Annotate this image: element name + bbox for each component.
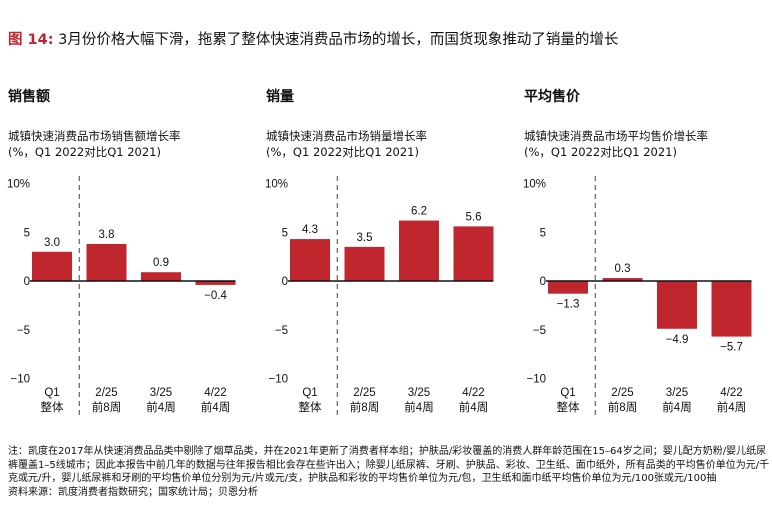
data-label: 0.3 [615,263,631,275]
data-label: −1.3 [557,299,580,311]
bar [32,251,72,281]
charts-svg: 10%50−5−103.0Q1整体3.82/25前8周0.93/25前4周−0.… [7,176,752,415]
panel-title-volume: 销量 [266,89,294,105]
panel-subtitle-price: 城镇快速消费品市场平均售价增长率 (%，Q1 2022对比Q1 2021) [524,128,708,160]
x-tick-label: 前4周 [717,400,746,414]
data-label: 5.6 [466,211,482,223]
data-label: 3.5 [357,232,373,244]
note-text: 注：凯度在2017年从快速消费品品类中剔除了烟草品类，并在2021年更新了消费者… [8,446,770,484]
x-tick-label: 前8周 [350,400,379,414]
y-tick-label: 0 [24,276,30,288]
data-label: 6.2 [411,206,427,218]
footnotes: 注：凯度在2017年从快速消费品品类中剔除了烟草品类，并在2021年更新了消费者… [8,445,770,499]
bar [548,281,588,294]
x-tick-label: 2/25 [95,387,117,399]
bar [195,281,236,285]
subtitle-line: 城镇快速消费品市场平均售价增长率 [524,129,708,143]
y-tick-label: 5 [540,227,546,239]
x-tick-label: 前8周 [608,400,637,414]
x-tick-label: Q1 [560,387,575,399]
y-tick-label: −5 [533,325,546,337]
bar [86,243,127,281]
x-tick-label: Q1 [302,387,317,399]
y-tick-label: 5 [24,227,30,239]
y-tick-label: −5 [17,325,30,337]
subtitle-line: (%，Q1 2022对比Q1 2021) [524,145,677,159]
data-label: 3.0 [44,237,60,249]
data-label: −4.9 [666,334,689,346]
bar [344,246,385,281]
figure-title: 图 14: 3月份价格大幅下滑，拖累了整体快速消费品市场的增长，而国货现象推动了… [8,28,618,49]
y-tick-label: 10% [265,179,288,191]
x-tick-label: 4/22 [204,387,226,399]
x-tick-label: 4/22 [462,387,484,399]
panel-subtitle-sales: 城镇快速消费品市场销售额增长率 (%，Q1 2022对比Q1 2021) [8,128,181,160]
x-tick-label: 4/22 [720,387,742,399]
x-tick-label: 前4周 [459,400,488,414]
y-tick-label: −10 [10,374,30,386]
bar [602,278,643,281]
x-tick-label: 前4周 [201,400,230,414]
panel-subtitle-volume: 城镇快速消费品市场销量增长率 (%，Q1 2022对比Q1 2021) [266,128,427,160]
data-label: −0.4 [204,290,227,302]
subtitle-line: 城镇快速消费品市场销量增长率 [266,129,427,143]
panel-title-sales: 销售额 [8,89,50,105]
bar [711,281,752,337]
x-tick-label: 整体 [299,400,322,414]
x-tick-label: 2/25 [353,387,375,399]
y-tick-label: 5 [282,227,288,239]
data-label: 0.9 [153,257,169,269]
x-tick-label: 2/25 [611,387,633,399]
data-label: 4.3 [302,224,318,236]
bar [399,220,439,281]
figure-title-text: 3月份价格大幅下滑，拖累了整体快速消费品市场的增长，而国货现象推动了销量的增长 [58,32,619,48]
x-tick-label: 整体 [557,400,580,414]
y-tick-label: −5 [275,325,288,337]
subtitle-line: (%，Q1 2022对比Q1 2021) [8,145,161,159]
x-tick-label: Q1 [44,387,59,399]
data-label: −5.7 [720,342,743,354]
data-label: 3.8 [99,229,115,241]
y-tick-label: 0 [282,276,288,288]
subtitle-line: (%，Q1 2022对比Q1 2021) [266,145,419,159]
x-tick-label: 前4周 [146,400,175,414]
x-tick-label: 前4周 [404,400,433,414]
y-tick-label: −10 [526,374,546,386]
bar [290,239,330,281]
bar [657,281,697,329]
source-text: 资料来源：凯度消费者指数研究；国家统计局；贝恩分析 [8,486,258,498]
subtitle-line: 城镇快速消费品市场销售额增长率 [8,129,181,143]
y-tick-label: −10 [268,374,288,386]
bar [453,226,494,281]
figure-label: 图 14: [8,32,54,48]
x-tick-label: 3/25 [408,387,430,399]
y-tick-label: 10% [523,179,546,191]
x-tick-label: 前4周 [662,400,691,414]
panel-title-price: 平均售价 [524,89,580,105]
x-tick-label: 整体 [41,400,64,414]
y-tick-label: 10% [7,179,30,191]
x-tick-label: 3/25 [666,387,688,399]
x-tick-label: 前8周 [92,400,121,414]
bar [141,272,181,281]
y-tick-label: 0 [540,276,546,288]
x-tick-label: 3/25 [150,387,172,399]
